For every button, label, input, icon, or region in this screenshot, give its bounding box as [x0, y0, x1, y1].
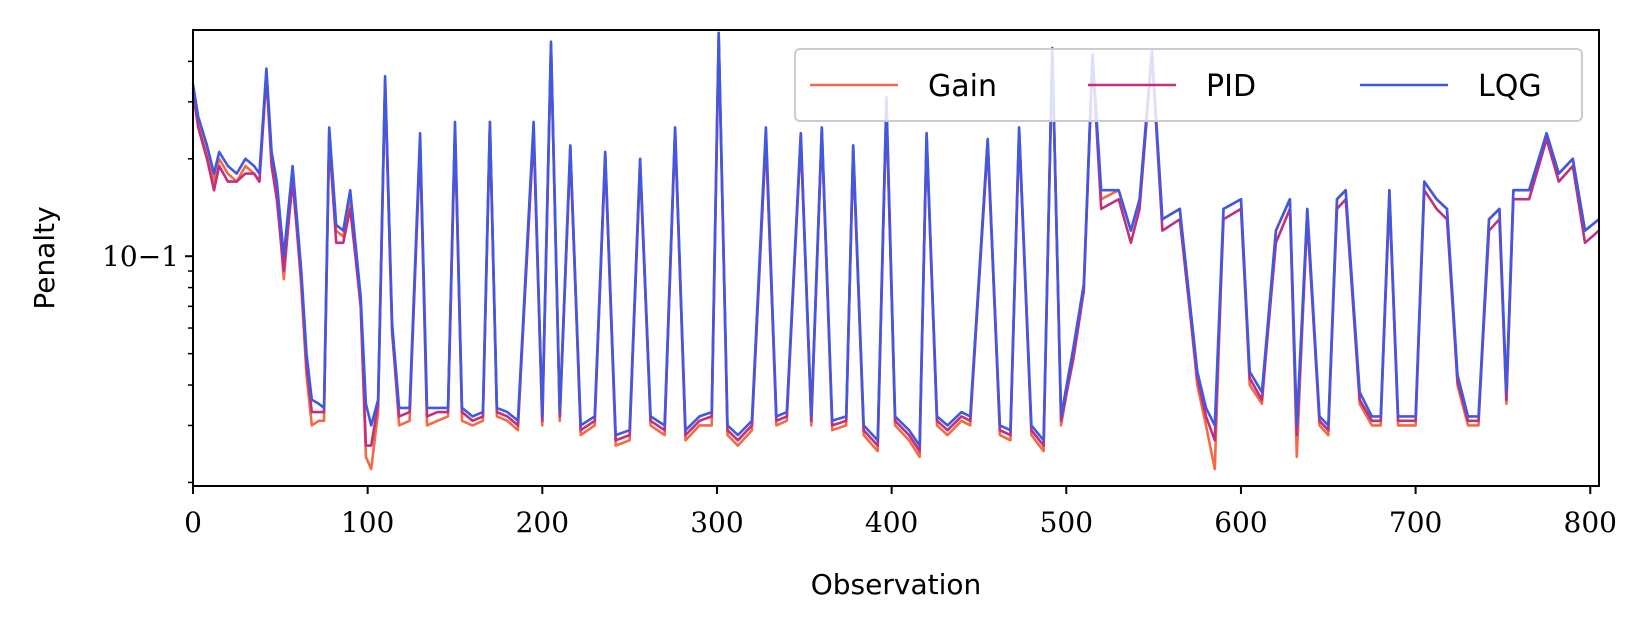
x-tick-label: 600	[1214, 506, 1267, 539]
series-line-lqg	[191, 31, 1600, 447]
legend-label-gain: Gain	[928, 69, 997, 104]
y-tick-label: 10−1	[102, 240, 179, 273]
x-axis-label: Observation	[811, 568, 982, 601]
y-axis-label: Penalty	[28, 206, 61, 309]
ticks: 0 100 200 300 400 500 600 700 800 10−1	[102, 60, 1617, 539]
x-tick-label: 200	[516, 506, 569, 539]
x-tick-label: 400	[865, 506, 918, 539]
x-tick-label: 0	[184, 506, 202, 539]
x-tick-label: 300	[690, 506, 743, 539]
axes-frame	[192, 29, 1600, 487]
legend: Gain PID LQG	[794, 48, 1583, 122]
plot-area	[191, 31, 1600, 471]
x-tick-label: 500	[1040, 506, 1093, 539]
legend-label-pid: PID	[1206, 69, 1256, 104]
x-tick-label: 100	[341, 506, 394, 539]
legend-items: Gain PID LQG	[810, 69, 1542, 104]
legend-box	[794, 48, 1583, 122]
x-tick-label: 700	[1389, 506, 1442, 539]
legend-label-lqg: LQG	[1478, 69, 1542, 104]
x-tick-label: 800	[1564, 506, 1617, 539]
